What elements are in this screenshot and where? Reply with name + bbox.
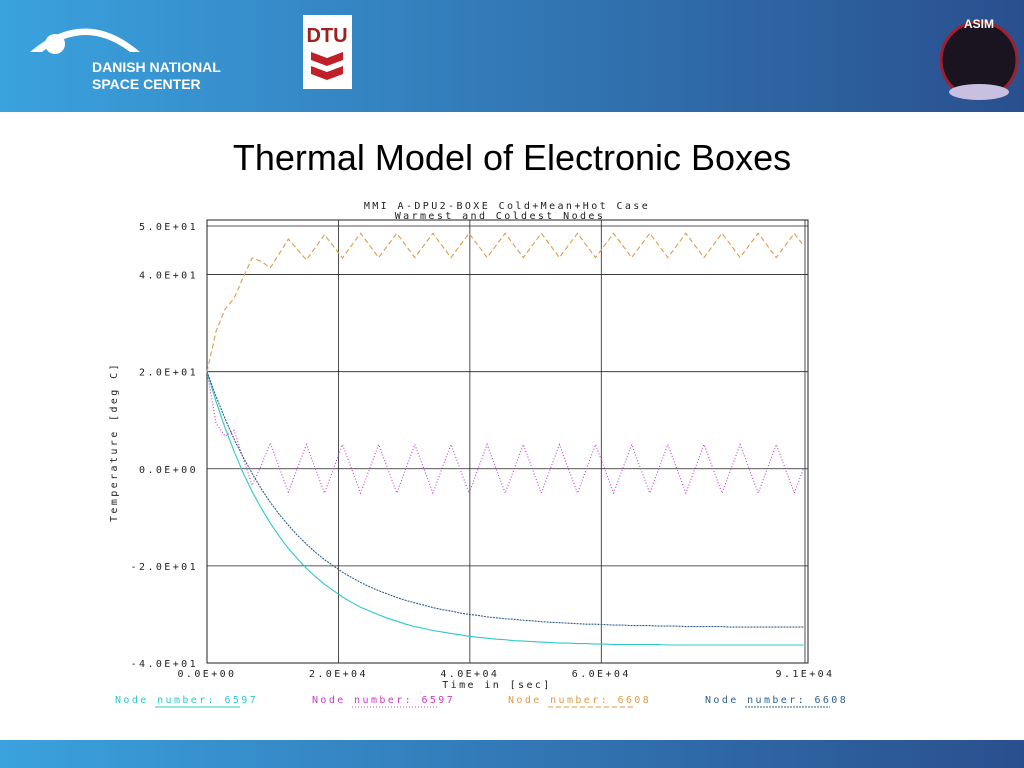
- y-tick-label: 5.0E+01: [139, 222, 198, 233]
- data-line: [206, 232, 804, 372]
- plot-frame: [206, 219, 809, 664]
- y-axis-label: Temperature [deg C]: [109, 362, 120, 522]
- y-tick-label: 4.0E+01: [139, 271, 198, 282]
- data-line: [206, 371, 804, 495]
- x-tick-label: 4.0E+04: [440, 669, 499, 680]
- x-tick-label: 2.0E+04: [309, 669, 368, 680]
- legend-label: Node number: 6608: [705, 695, 848, 706]
- y-tick-label: -4.0E+01: [131, 659, 198, 670]
- y-tick-label: 0.0E+00: [139, 465, 198, 476]
- footer-bar: [0, 740, 1024, 768]
- x-tick-label: 9.1E+04: [776, 669, 835, 680]
- data-line: [206, 371, 804, 628]
- legend-label: Node number: 6597: [312, 695, 455, 706]
- chart: MMI A-DPU2-BOXE Cold+Mean+Hot Case Warme…: [109, 201, 848, 708]
- chart-title: MMI A-DPU2-BOXE Cold+Mean+Hot Case: [364, 201, 650, 212]
- dtu-mark: [311, 52, 343, 80]
- org-name: SPACE CENTER: [92, 76, 201, 92]
- asim-text: ASIM: [964, 17, 994, 31]
- legend-label: Node number: 6597: [115, 695, 258, 706]
- asim-earth: [949, 84, 1009, 100]
- org-name: DANISH NATIONAL: [92, 59, 221, 75]
- y-tick-label: -2.0E+01: [131, 562, 198, 573]
- x-tick-label: 6.0E+04: [572, 669, 631, 680]
- header-bar: [0, 0, 1024, 112]
- data-line: [206, 371, 804, 646]
- dtu-text: DTU: [306, 25, 347, 47]
- x-axis-label: Time in [sec]: [442, 680, 551, 691]
- legend-label: Node number: 6608: [508, 695, 651, 706]
- chart-subtitle: Warmest and Coldest Nodes: [395, 211, 606, 222]
- y-tick-label: 2.0E+01: [139, 368, 198, 379]
- x-tick-label: 0.0E+00: [178, 669, 237, 680]
- slide-title: Thermal Model of Electronic Boxes: [233, 137, 791, 178]
- dnsc-logo-dot: [45, 34, 65, 54]
